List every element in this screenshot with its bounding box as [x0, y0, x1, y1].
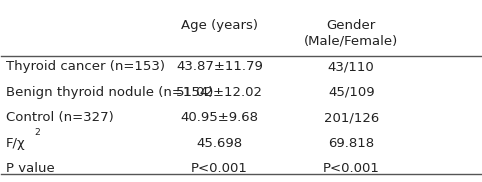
Text: Thyroid cancer (n=153): Thyroid cancer (n=153)	[6, 60, 165, 73]
Text: 69.818: 69.818	[328, 137, 375, 150]
Text: 40.95±9.68: 40.95±9.68	[180, 111, 258, 124]
Text: 201/126: 201/126	[323, 111, 379, 124]
Text: Benign thyroid nodule (n=154): Benign thyroid nodule (n=154)	[6, 86, 214, 99]
Text: P value: P value	[6, 163, 55, 175]
Text: P<0.001: P<0.001	[191, 163, 248, 175]
Text: Gender
(Male/Female): Gender (Male/Female)	[304, 19, 398, 47]
Text: F/χ: F/χ	[6, 137, 26, 150]
Text: Age (years): Age (years)	[181, 19, 258, 32]
Text: Control (n=327): Control (n=327)	[6, 111, 114, 124]
Text: 2: 2	[34, 128, 40, 137]
Text: 45/109: 45/109	[328, 86, 375, 99]
Text: 45.698: 45.698	[196, 137, 242, 150]
Text: 43.87±11.79: 43.87±11.79	[176, 60, 263, 73]
Text: 43/110: 43/110	[328, 60, 375, 73]
Text: 51.02±12.02: 51.02±12.02	[176, 86, 263, 99]
Text: P<0.001: P<0.001	[323, 163, 380, 175]
